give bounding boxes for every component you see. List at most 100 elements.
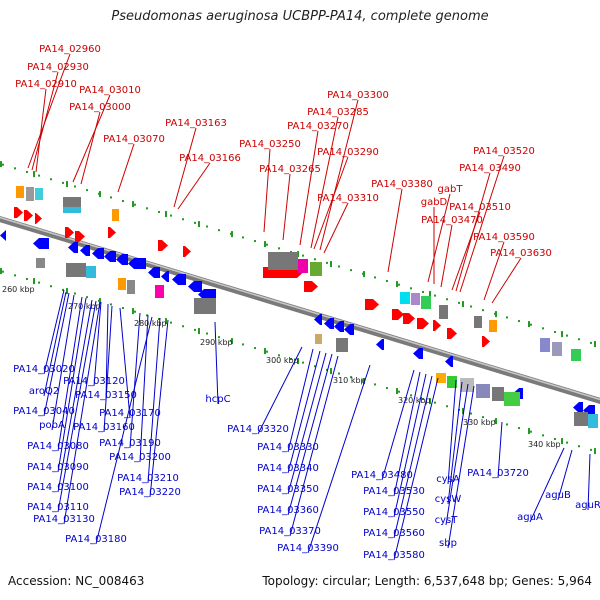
reverse-gene-arrow (80, 245, 90, 256)
gene-feature-box (552, 342, 562, 356)
reverse-gene-label: PA14_03160 (73, 422, 135, 433)
gene-feature-box (540, 338, 550, 352)
lower-track-dot (446, 405, 448, 408)
reverse-gene-label-leader (95, 316, 153, 545)
lower-track-dot (290, 357, 292, 360)
reverse-gene-label: PA14_03550 (363, 507, 425, 518)
reverse-gene-label: PA14_03220 (119, 487, 181, 498)
upper-track-dot (2, 163, 4, 166)
reverse-gene-arrow (0, 230, 6, 241)
forward-gene-label: PA14_03000 (69, 102, 131, 113)
forward-gene-label-leader (177, 162, 211, 210)
upper-track-dot (170, 214, 172, 217)
lower-track-dot (518, 427, 520, 430)
reverse-gene-label: PA14_03350 (257, 484, 319, 495)
reverse-gene-label-leader (43, 292, 70, 417)
lower-track-dot (314, 365, 316, 368)
forward-gene-label: PA14_02910 (15, 79, 77, 90)
reverse-gene-arrow (573, 402, 583, 413)
reverse-gene-arrow (445, 356, 453, 367)
lower-track-dot (386, 387, 388, 390)
lower-track-tick (198, 328, 200, 335)
lower-track-dot (134, 310, 136, 313)
lower-track-dot (2, 270, 4, 273)
gene-feature-box (298, 259, 308, 273)
reverse-gene-label: PA14_03360 (257, 505, 319, 516)
lower-track-dot (554, 437, 556, 440)
gene-feature-box (26, 187, 34, 201)
lower-track-dot (566, 441, 568, 444)
upper-track-dot (470, 305, 472, 308)
reverse-gene-label: pobA (39, 420, 65, 431)
forward-gene-label-leader (427, 193, 451, 283)
gene-feature-box (268, 252, 298, 270)
gene-feature-box (118, 278, 126, 290)
upper-track-dot (482, 309, 484, 312)
gene-feature-box (336, 338, 348, 352)
reverse-gene-label: PA14_03580 (363, 550, 425, 561)
reverse-gene-label-leader (447, 381, 463, 505)
forward-gene-label: PA14_03265 (259, 164, 321, 175)
reverse-gene-arrow (104, 251, 116, 262)
lower-track-tick (363, 378, 365, 385)
forward-gene-arrow (304, 281, 318, 292)
upper-track-tick (528, 321, 530, 328)
lower-track-tick (429, 398, 431, 405)
lower-track-dot (14, 274, 16, 277)
upper-track-dot (290, 250, 292, 253)
reverse-gene-label-leader (57, 296, 83, 452)
reverse-gene-label: cysW (435, 494, 462, 505)
gene-feature-box (66, 263, 86, 277)
upper-track-dot (326, 261, 328, 264)
lower-track-dot (122, 307, 124, 310)
gene-feature-box (310, 262, 322, 276)
upper-track-tick (594, 341, 596, 348)
upper-track-dot (350, 269, 352, 272)
genome-axis-highlight (0, 216, 600, 401)
lower-track-dot (578, 445, 580, 448)
lower-track-tick (33, 278, 35, 285)
gene-feature-box (315, 334, 322, 344)
reverse-gene-label-leader (129, 312, 141, 449)
forward-gene-label-leader (440, 224, 453, 288)
lower-track-dot (326, 368, 328, 371)
lower-track-dot (434, 401, 436, 404)
reverse-gene-label: PA14_03340 (257, 463, 319, 474)
upper-track-dot (374, 276, 376, 279)
gene-feature-box (492, 387, 504, 401)
forward-gene-label: gabT (438, 184, 464, 195)
reverse-gene-label-leader (57, 299, 93, 493)
forward-gene-label: PA14_03520 (473, 146, 535, 157)
forward-gene-label-leader (299, 130, 319, 246)
reverse-gene-label-leader (289, 355, 339, 537)
forward-gene-arrow (75, 231, 85, 242)
upper-track-dot (194, 221, 196, 224)
gene-feature-box (36, 258, 45, 268)
lower-track-tick (561, 438, 563, 445)
forward-gene-arrow (65, 227, 74, 238)
upper-track-tick (165, 211, 167, 218)
upper-track-tick (330, 261, 332, 268)
forward-gene-label-leader (117, 143, 135, 193)
forward-gene-label: PA14_03270 (287, 121, 349, 132)
lower-track-dot (590, 448, 592, 451)
topology-text: Topology: circular; Length: 6,537,648 bp… (262, 574, 592, 588)
upper-track-dot (386, 280, 388, 283)
upper-track-dot (74, 185, 76, 188)
forward-gene-arrow (482, 336, 490, 347)
upper-track-dot (398, 283, 400, 286)
gene-feature-box (489, 320, 497, 332)
reverse-gene-label: PA14_03120 (63, 376, 125, 387)
lower-track-tick (66, 288, 68, 295)
lower-track-tick (594, 448, 596, 455)
gene-feature-box (411, 293, 420, 305)
reverse-gene-arrow (198, 289, 216, 300)
upper-track-dot (26, 170, 28, 173)
upper-track-dot (110, 196, 112, 199)
forward-gene-label: PA14_02930 (27, 62, 89, 73)
forward-gene-label-leader (173, 127, 197, 208)
reverse-gene-label-leader (445, 383, 469, 526)
gene-feature-box (127, 280, 135, 294)
forward-gene-arrow (365, 299, 379, 310)
